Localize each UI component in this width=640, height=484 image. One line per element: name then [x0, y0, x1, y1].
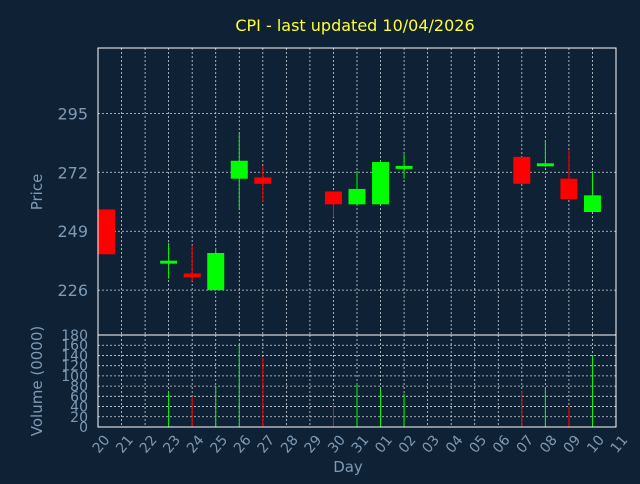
candle-23 — [160, 242, 178, 279]
volume-tick-label: 20 — [70, 410, 88, 426]
candle-09 — [560, 150, 578, 200]
volume-tick-label: 120 — [61, 359, 88, 375]
candle-01 — [372, 160, 390, 205]
candle-body — [98, 209, 115, 255]
y-axis-label: Price — [28, 174, 46, 211]
candle-body — [207, 253, 225, 291]
volume-bars — [168, 345, 593, 427]
candle-body — [513, 156, 531, 184]
plot-frames — [97, 47, 617, 428]
volume-tick-label: 0 — [79, 420, 88, 436]
volume-tick-label: 60 — [70, 389, 88, 405]
candle-25 — [207, 247, 225, 291]
candle-body — [348, 188, 366, 205]
price-tick-label: 272 — [57, 163, 88, 182]
volume-axis-label: Volume (0000) — [28, 326, 46, 436]
candle-10 — [583, 171, 601, 212]
candle-27 — [254, 165, 272, 202]
candle-31 — [348, 171, 366, 205]
price-tick-label: 295 — [57, 104, 88, 123]
candle-body — [230, 160, 248, 179]
candle-body — [160, 260, 178, 264]
volume-tick-label: 180 — [61, 328, 88, 344]
candle-20 — [97, 209, 115, 255]
candle-07 — [513, 156, 531, 184]
candle-body — [536, 163, 554, 167]
candle-body — [583, 195, 601, 212]
volume-tick-label: 40 — [70, 400, 88, 416]
volume-tick-label: 160 — [61, 338, 88, 354]
candle-24 — [183, 245, 201, 282]
candle-body — [183, 273, 201, 278]
candle-body — [254, 177, 272, 184]
candle-26 — [230, 133, 248, 210]
x-axis-label: Day — [333, 458, 363, 476]
candle-08 — [536, 140, 554, 168]
candle-body — [372, 162, 390, 205]
volume-tick-label: 100 — [61, 369, 88, 385]
candle-30 — [324, 191, 342, 218]
candle-body — [324, 191, 342, 205]
volume-tick-label: 140 — [61, 348, 88, 364]
price-tick-labels: 295 272 249 226 — [57, 104, 88, 300]
price-tick-label: 226 — [57, 281, 88, 300]
candle-02 — [395, 154, 413, 179]
price-tick-label: 249 — [57, 222, 88, 241]
chart-title: CPI - last updated 10/04/2026 — [235, 16, 474, 35]
candle-body — [560, 178, 578, 200]
volume-tick-label: 80 — [70, 379, 88, 395]
volume-frame — [97, 334, 617, 428]
candles — [97, 133, 601, 291]
x-tick-labels: 20 21 22 23 24 25 26 27 28 29 30 31 01 02 03 04 05 06 07 08… — [90, 432, 632, 456]
candle-body — [395, 165, 413, 169]
